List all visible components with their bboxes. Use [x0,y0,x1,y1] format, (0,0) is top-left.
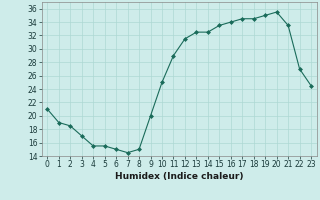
X-axis label: Humidex (Indice chaleur): Humidex (Indice chaleur) [115,172,244,181]
